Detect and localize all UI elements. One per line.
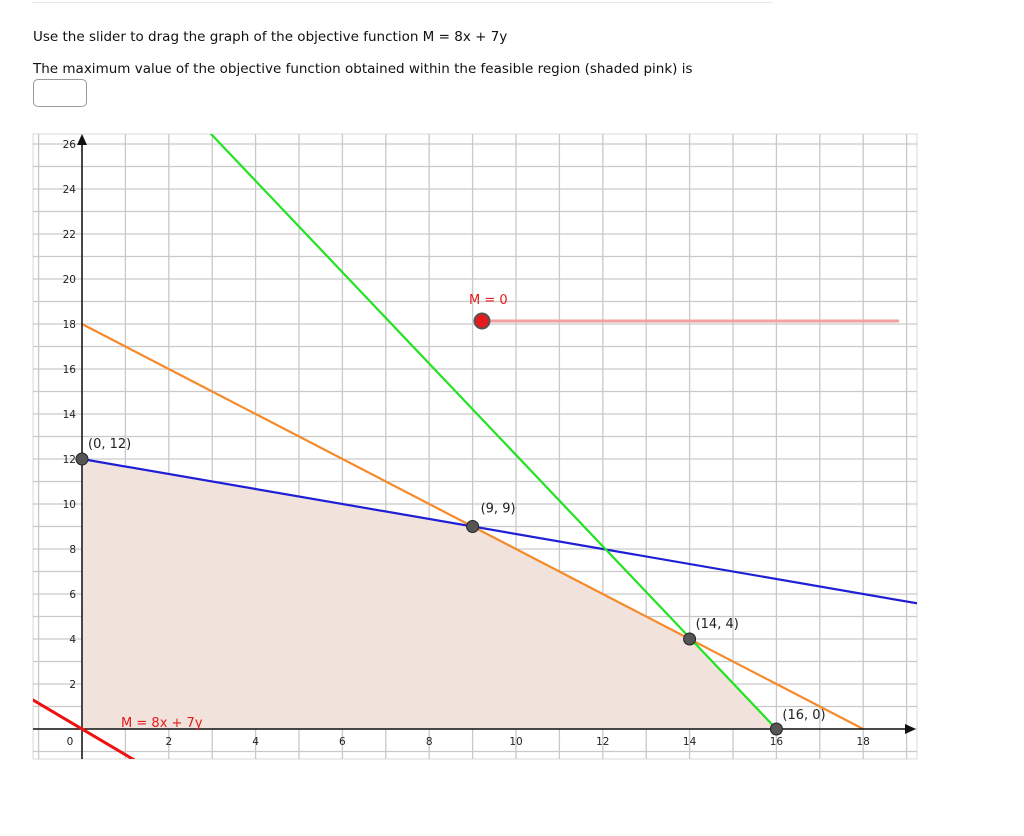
slider-label: M = 0 — [469, 293, 508, 308]
vertex-point — [769, 722, 783, 736]
objective-label: M = 8x + 7y — [121, 716, 203, 731]
y-tick-label: 2 — [69, 679, 76, 691]
y-tick-label: 10 — [63, 499, 76, 511]
x-tick-label: 18 — [857, 736, 870, 748]
x-tick-label: 16 — [770, 736, 784, 748]
y-tick-label: 18 — [63, 319, 76, 331]
y-tick-label: 6 — [69, 589, 76, 601]
y-axis-arrow — [77, 134, 87, 145]
top-divider — [32, 2, 772, 3]
x-tick-label: 8 — [426, 736, 433, 748]
x-tick-label: 4 — [252, 736, 259, 748]
vertex-label: (0, 12) — [88, 437, 131, 452]
y-tick-label: 26 — [63, 139, 77, 151]
x-axis-arrow — [905, 724, 916, 734]
vertex-label: (14, 4) — [696, 617, 739, 632]
vertex-points: (0, 12) (9, 9) (14, 4) (16, 0) — [75, 437, 826, 736]
constraint-line-blue — [81, 457, 917, 605]
x-tick-label: 10 — [509, 736, 522, 748]
slider[interactable]: M = 0 — [469, 293, 899, 330]
constraint-line-green — [209, 134, 778, 730]
slider-handle[interactable] — [473, 312, 491, 330]
y-tick-label: 16 — [63, 364, 77, 376]
feasible-region — [82, 459, 777, 729]
y-tick-label: 24 — [63, 184, 77, 196]
y-tick-label: 22 — [63, 229, 76, 241]
y-tick-label: 14 — [63, 409, 77, 421]
vertex-label: (16, 0) — [782, 708, 825, 723]
x-tick-label: 6 — [339, 736, 346, 748]
objective-line[interactable] — [30, 698, 139, 762]
vertex-point — [75, 452, 89, 466]
x-tick-label: 0 — [67, 736, 74, 748]
y-tick-label: 8 — [69, 544, 76, 556]
vertex-point — [683, 632, 697, 646]
y-tick-label: 12 — [63, 454, 76, 466]
y-tick-label: 20 — [63, 274, 76, 286]
x-tick-label: 2 — [165, 736, 172, 748]
y-tick-label: 4 — [69, 634, 76, 646]
vertex-point — [466, 520, 480, 533]
vertex-label: (9, 9) — [481, 502, 516, 517]
question-instruction: Use the slider to drag the graph of the … — [33, 29, 508, 45]
question-prompt: The maximum value of the objective funct… — [33, 61, 693, 77]
answer-input[interactable] — [33, 79, 87, 107]
axes — [33, 134, 916, 759]
x-tick-label: 12 — [596, 736, 609, 748]
x-tick-label: 14 — [683, 736, 697, 748]
